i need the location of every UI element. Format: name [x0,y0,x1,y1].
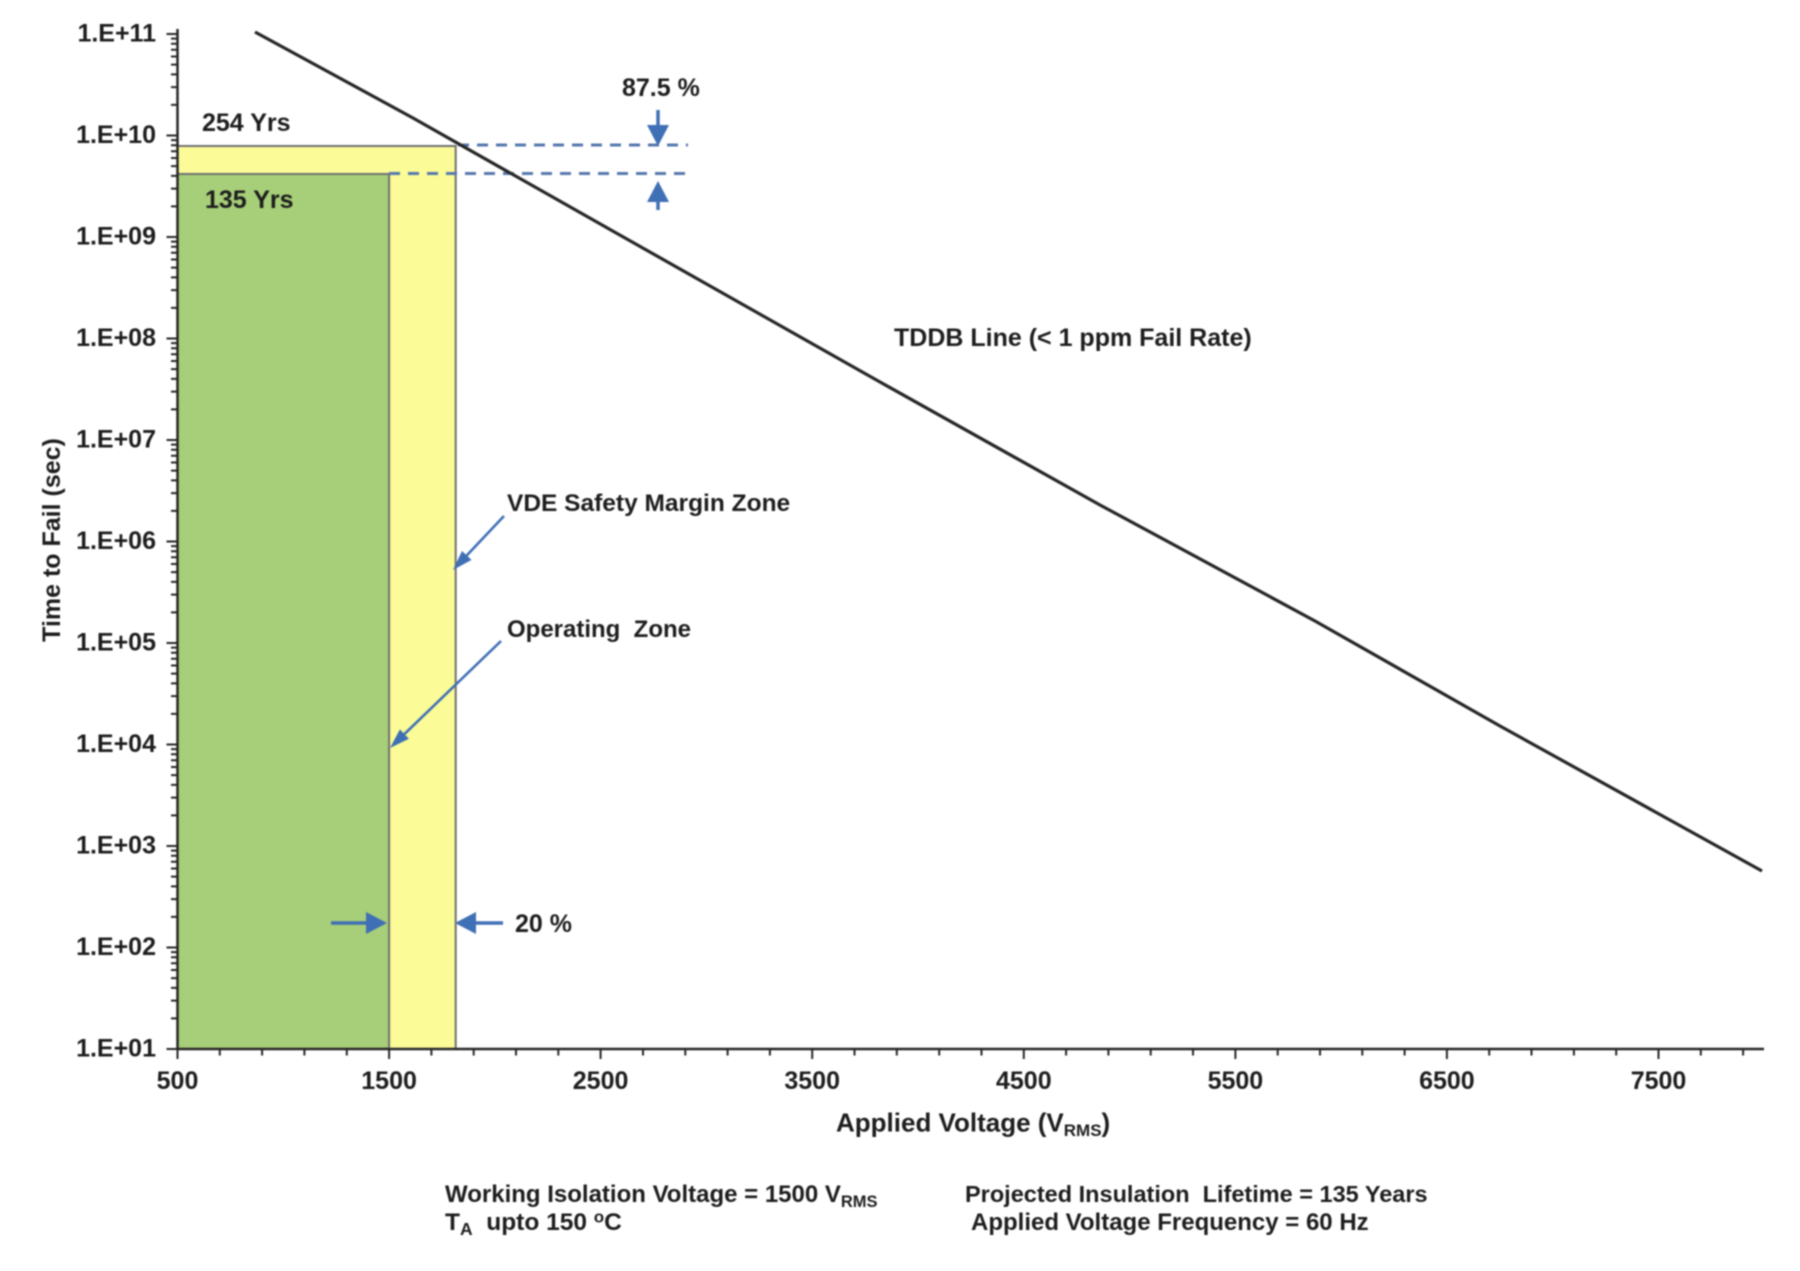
svg-text:Applied Voltage Frequency = 60: Applied Voltage Frequency = 60 Hz [971,1209,1369,1236]
svg-text:1.E+06: 1.E+06 [76,527,156,555]
svg-text:TA upto 150 oC: TA upto 150 oC [445,1208,622,1240]
svg-text:5500: 5500 [1208,1067,1264,1095]
svg-text:1500: 1500 [361,1067,417,1095]
svg-text:135 Yrs: 135 Yrs [205,186,294,214]
svg-text:1.E+11: 1.E+11 [77,20,156,48]
svg-text:6500: 6500 [1419,1067,1475,1095]
svg-text:Applied Voltage (VRMS): Applied Voltage (VRMS) [836,1108,1110,1141]
svg-text:Time to Fail (sec): Time to Fail (sec) [38,438,66,642]
svg-text:Projected Insulation Lifetime: Projected Insulation Lifetime = 135 Year… [965,1181,1428,1207]
svg-text:1.E+01: 1.E+01 [76,1035,156,1063]
svg-text:2500: 2500 [573,1067,629,1095]
svg-text:VDE Safety Margin Zone: VDE Safety Margin Zone [507,490,790,517]
svg-text:87.5 %: 87.5 % [622,74,700,102]
svg-text:3500: 3500 [784,1067,840,1095]
svg-text:1.E+03: 1.E+03 [76,832,156,860]
svg-text:1.E+04: 1.E+04 [76,730,156,758]
svg-text:1.E+05: 1.E+05 [76,629,156,657]
svg-text:1.E+07: 1.E+07 [76,426,156,454]
svg-text:TDDB Line (< 1 ppm Fail Rate): TDDB Line (< 1 ppm Fail Rate) [894,324,1252,352]
svg-text:254 Yrs: 254 Yrs [202,109,291,137]
svg-text:1.E+10: 1.E+10 [76,121,156,149]
svg-text:7500: 7500 [1631,1067,1687,1095]
svg-text:500: 500 [157,1067,199,1095]
svg-text:4500: 4500 [996,1067,1052,1095]
svg-text:1.E+09: 1.E+09 [76,223,156,251]
svg-text:1.E+08: 1.E+08 [76,324,156,352]
svg-text:Working Isolation Voltage = 15: Working Isolation Voltage = 1500 VRMS [445,1181,878,1211]
svg-text:20 %: 20 % [515,910,572,938]
svg-text:1.E+02: 1.E+02 [76,933,156,961]
svg-text:Operating Zone: Operating Zone [507,616,691,643]
